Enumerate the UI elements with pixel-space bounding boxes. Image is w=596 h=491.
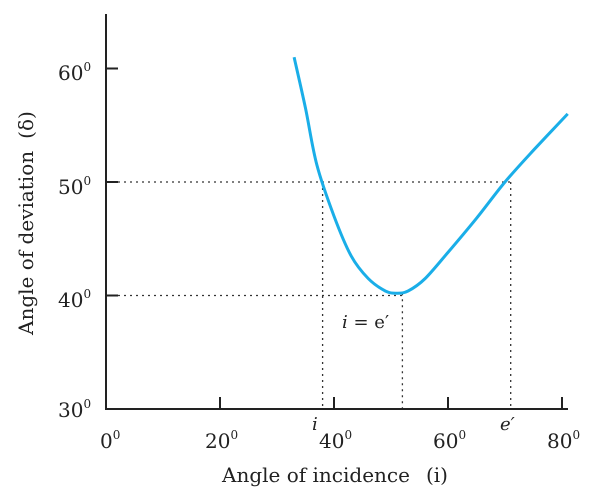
x-axis-title: Angle of incidence (i) [221, 463, 448, 487]
minimum-label: i = e′ [342, 312, 389, 333]
i-tick-annotation: i [312, 414, 318, 435]
y-tick-label-50: 500 [58, 174, 91, 199]
reference-lines [106, 181, 512, 409]
ticks [106, 67, 563, 409]
x-tick-label-80: 800 [547, 428, 580, 453]
axes [105, 14, 568, 410]
x-tick-label-60: 600 [433, 428, 466, 453]
y-axis-title: Angle of deviation(δ) [14, 111, 38, 336]
x-tick-label-20: 200 [205, 428, 238, 453]
y-tick-label-60: 600 [58, 60, 91, 85]
deviation-curve [292, 56, 569, 295]
y-tick-label-40: 400 [58, 287, 91, 312]
e-tick-annotation: e′ [500, 414, 515, 435]
x-tick-label-40: 400 [319, 428, 352, 453]
x-tick-label-0: 00 [100, 428, 120, 453]
y-tick-label-30: 300 [58, 397, 91, 422]
